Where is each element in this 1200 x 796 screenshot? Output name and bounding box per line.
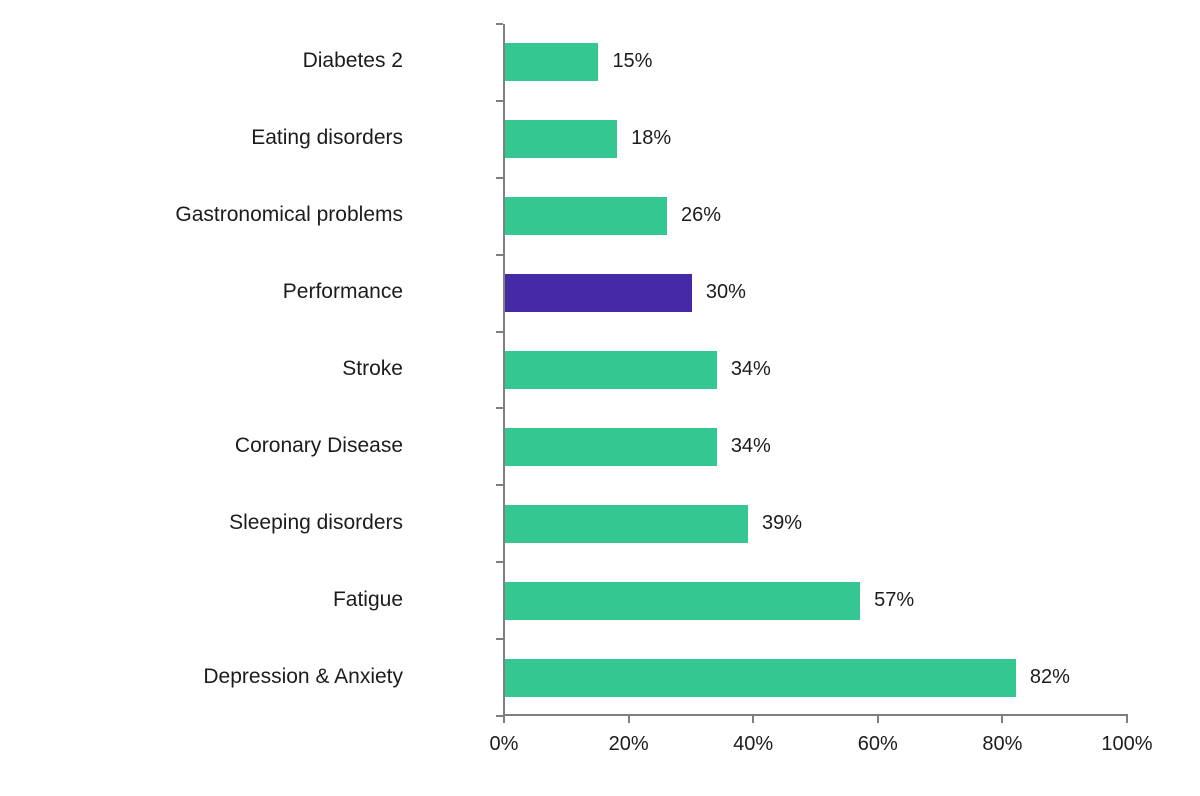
value-label-coronary-disease: 34%: [730, 434, 771, 457]
x-axis-tick-label: 80%: [982, 733, 1023, 755]
x-axis-tick-label: 40%: [733, 733, 774, 755]
category-label-performance: Performance: [282, 280, 403, 304]
y-axis-tick: [496, 715, 503, 717]
x-axis-tick: [627, 716, 630, 723]
category-label-stroke: Stroke: [342, 357, 403, 380]
category-label-gastronomical-problems: Gastronomical problems: [175, 203, 403, 227]
bar-eating-disorders: [505, 120, 618, 159]
x-axis-tick: [876, 716, 879, 723]
value-label-fatigue: 57%: [874, 588, 915, 611]
y-axis-tick: [496, 484, 503, 487]
value-label-gastronomical-problems: 26%: [680, 204, 721, 227]
value-label-sleeping-disorders: 39%: [761, 511, 802, 534]
category-label-diabetes-2: Diabetes 2: [302, 49, 403, 73]
bar-fatigue: [505, 581, 861, 620]
x-axis-tick-label: 60%: [857, 733, 898, 755]
y-axis-tick: [496, 330, 503, 333]
value-label-eating-disorders: 18%: [631, 127, 672, 150]
y-axis-line: [503, 24, 505, 716]
category-label-fatigue: Fatigue: [332, 587, 403, 611]
y-axis-tick: [496, 253, 503, 256]
category-label-coronary-disease: Coronary Disease: [234, 433, 403, 457]
x-axis-tick: [503, 716, 505, 723]
bar-depression-anxiety: [505, 658, 1016, 697]
y-axis-tick: [496, 99, 503, 102]
x-axis-tick: [1126, 716, 1128, 723]
y-axis-tick: [496, 638, 503, 641]
bar-stroke: [505, 351, 717, 389]
y-axis-tick: [496, 23, 503, 25]
bar-gastronomical-problems: [505, 197, 667, 236]
category-label-sleeping-disorders: Sleeping disorders: [229, 510, 403, 534]
x-axis-line: [503, 714, 1128, 716]
x-axis-tick-label: 100%: [1101, 733, 1153, 755]
value-label-stroke: 34%: [730, 358, 771, 380]
x-axis-tick: [1001, 716, 1004, 723]
x-axis-tick-label: 0%: [489, 733, 519, 755]
bar-diabetes-2: [505, 43, 599, 82]
bar-performance: [505, 274, 692, 313]
y-axis-tick: [496, 561, 503, 564]
y-axis-tick: [496, 407, 503, 410]
bar-sleeping-disorders: [505, 504, 748, 543]
value-label-diabetes-2: 15%: [612, 50, 653, 73]
y-axis-tick: [496, 176, 503, 179]
x-axis-tick-label: 20%: [608, 733, 649, 755]
value-label-depression-anxiety: 82%: [1029, 665, 1070, 688]
category-label-eating-disorders: Eating disorders: [251, 126, 403, 150]
value-label-performance: 30%: [705, 281, 746, 304]
category-label-depression-anxiety: Depression & Anxiety: [203, 664, 403, 688]
bar-coronary-disease: [505, 427, 717, 466]
x-axis-tick: [752, 716, 755, 723]
